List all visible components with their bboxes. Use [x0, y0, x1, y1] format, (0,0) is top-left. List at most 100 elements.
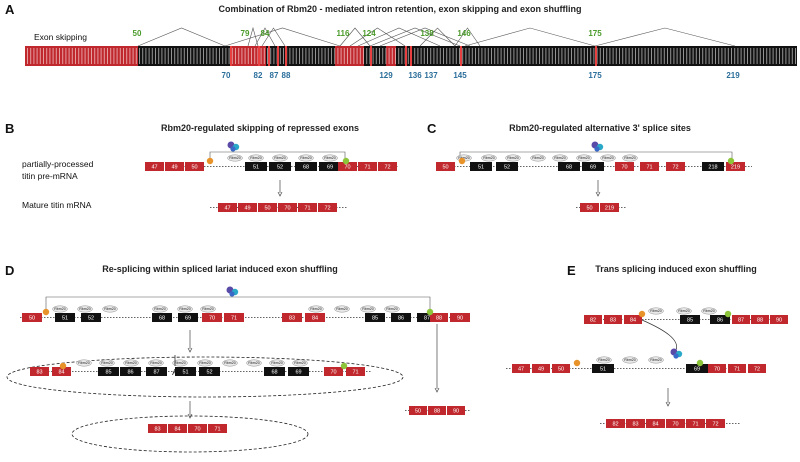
exon-label: 69: [327, 165, 333, 171]
exon-tick: [94, 48, 96, 64]
arrow-head: [434, 387, 440, 393]
panel-b-premrna-label-2: titin pre-mRNA: [22, 171, 78, 181]
rbm20-label: Rbm20: [224, 361, 236, 365]
exon-tick: [782, 48, 784, 64]
exon-label: 83: [289, 316, 295, 322]
exon-tick: [561, 48, 563, 64]
panel-b-letter: B: [5, 121, 14, 136]
exon-label: 83: [154, 427, 160, 433]
black-exon: [686, 364, 708, 373]
red-exon: [338, 162, 357, 171]
exon-label: 47: [151, 165, 157, 171]
exon-tick: [241, 48, 243, 64]
rbm20-shape: [76, 359, 92, 367]
exon-tick: [654, 48, 656, 64]
exon-tick: [622, 48, 624, 64]
exon-tick: [247, 48, 249, 64]
exon-tick: [529, 48, 531, 64]
splice-bracket: [45, 296, 431, 309]
exon-label: 82: [590, 318, 596, 324]
skip-site-mark: [230, 46, 232, 66]
rbm20-protein: Rbm20: [248, 154, 264, 162]
splice-arc: [339, 27, 371, 47]
rbm20-label: Rbm20: [598, 358, 610, 362]
exon-tick: [641, 48, 643, 64]
blue-exon-label: 136: [408, 71, 422, 80]
red-exon: [600, 203, 619, 212]
exon-label: 50: [264, 206, 270, 212]
exon-tick: [423, 48, 425, 64]
rbm20-shape: [701, 307, 717, 315]
rbm20-protein: Rbm20: [676, 307, 692, 315]
exon-label: 72: [384, 165, 390, 171]
panel-a-row-label: Exon skipping: [34, 32, 87, 42]
panel-e-letter: E: [567, 263, 576, 278]
exon-tick: [759, 48, 761, 64]
exon-tick: [676, 48, 678, 64]
red-exon: [512, 364, 530, 373]
exon-tick: [465, 48, 467, 64]
exon-tick: [289, 48, 291, 64]
exon-label: 72: [754, 367, 760, 373]
black-exon: [264, 367, 285, 376]
exon-tick: [494, 48, 496, 64]
exon: 51: [592, 364, 614, 373]
exon: 47: [512, 364, 530, 373]
exon-tick: [644, 48, 646, 64]
splice-site-marker: [340, 362, 348, 370]
branch-point-label: A: [417, 313, 423, 323]
exon: 71: [224, 313, 244, 322]
panel-b-title: Rbm20-regulated skipping of repressed ex…: [161, 123, 359, 133]
exon-tick: [334, 48, 336, 64]
exon-label: 84: [174, 427, 180, 433]
exon-tick: [635, 48, 636, 64]
rbm20-label: Rbm20: [179, 307, 191, 311]
rbm20-shape: [269, 359, 285, 367]
red-exon: [358, 162, 377, 171]
exon-tick: [609, 48, 611, 64]
red-exon: [604, 315, 622, 324]
exon-tick: [318, 48, 320, 64]
red-exon-zone: [335, 46, 364, 66]
exon-label: 85: [372, 316, 378, 322]
exon-label: 84: [312, 316, 318, 322]
exon-tick: [430, 48, 432, 64]
panel-a-title: Combination of Rbm20 - mediated intron r…: [218, 4, 581, 14]
splice-arc: [594, 27, 736, 47]
exon-tick: [267, 48, 268, 64]
exon-tick: [532, 48, 534, 64]
exon-tick: [238, 48, 240, 64]
rbm20-shape: [600, 154, 616, 162]
black-exon-zone: [364, 46, 797, 66]
exon: 90: [770, 315, 788, 324]
spliceosome-icon: [227, 141, 240, 152]
rbm20-label: Rbm20: [294, 361, 306, 365]
skip-site-mark: [277, 46, 279, 66]
exon-tick: [231, 48, 233, 64]
exon-tick: [39, 48, 41, 64]
exon-tick: [727, 48, 729, 64]
exon-tick: [292, 48, 294, 64]
exon-label: 70: [209, 316, 215, 322]
exon-tick: [52, 48, 54, 64]
exon-label: 68: [566, 165, 572, 171]
exon-tick: [497, 48, 499, 64]
exon: 88: [751, 315, 769, 324]
exon-tick: [718, 48, 720, 64]
rbm20-label: Rbm20: [483, 156, 495, 160]
spliceosome-icon: [226, 286, 239, 297]
exon-tick: [206, 48, 208, 64]
exon: 69: [178, 313, 198, 322]
exon-tick: [427, 48, 428, 64]
exon: 68: [558, 162, 580, 171]
exon-tick: [679, 48, 681, 64]
panel-a-green-labels: 50 79 84 116 124 138 146 175: [133, 29, 603, 38]
exon-tick: [657, 48, 659, 64]
exon-tick: [283, 48, 284, 64]
exon: 68: [152, 313, 172, 322]
rbm20-protein: Rbm20: [197, 359, 213, 367]
panel-d-title: Re-splicing within spliced lariat induce…: [102, 264, 338, 274]
splice-arc: [247, 26, 259, 47]
exon-label: 70: [284, 206, 290, 212]
